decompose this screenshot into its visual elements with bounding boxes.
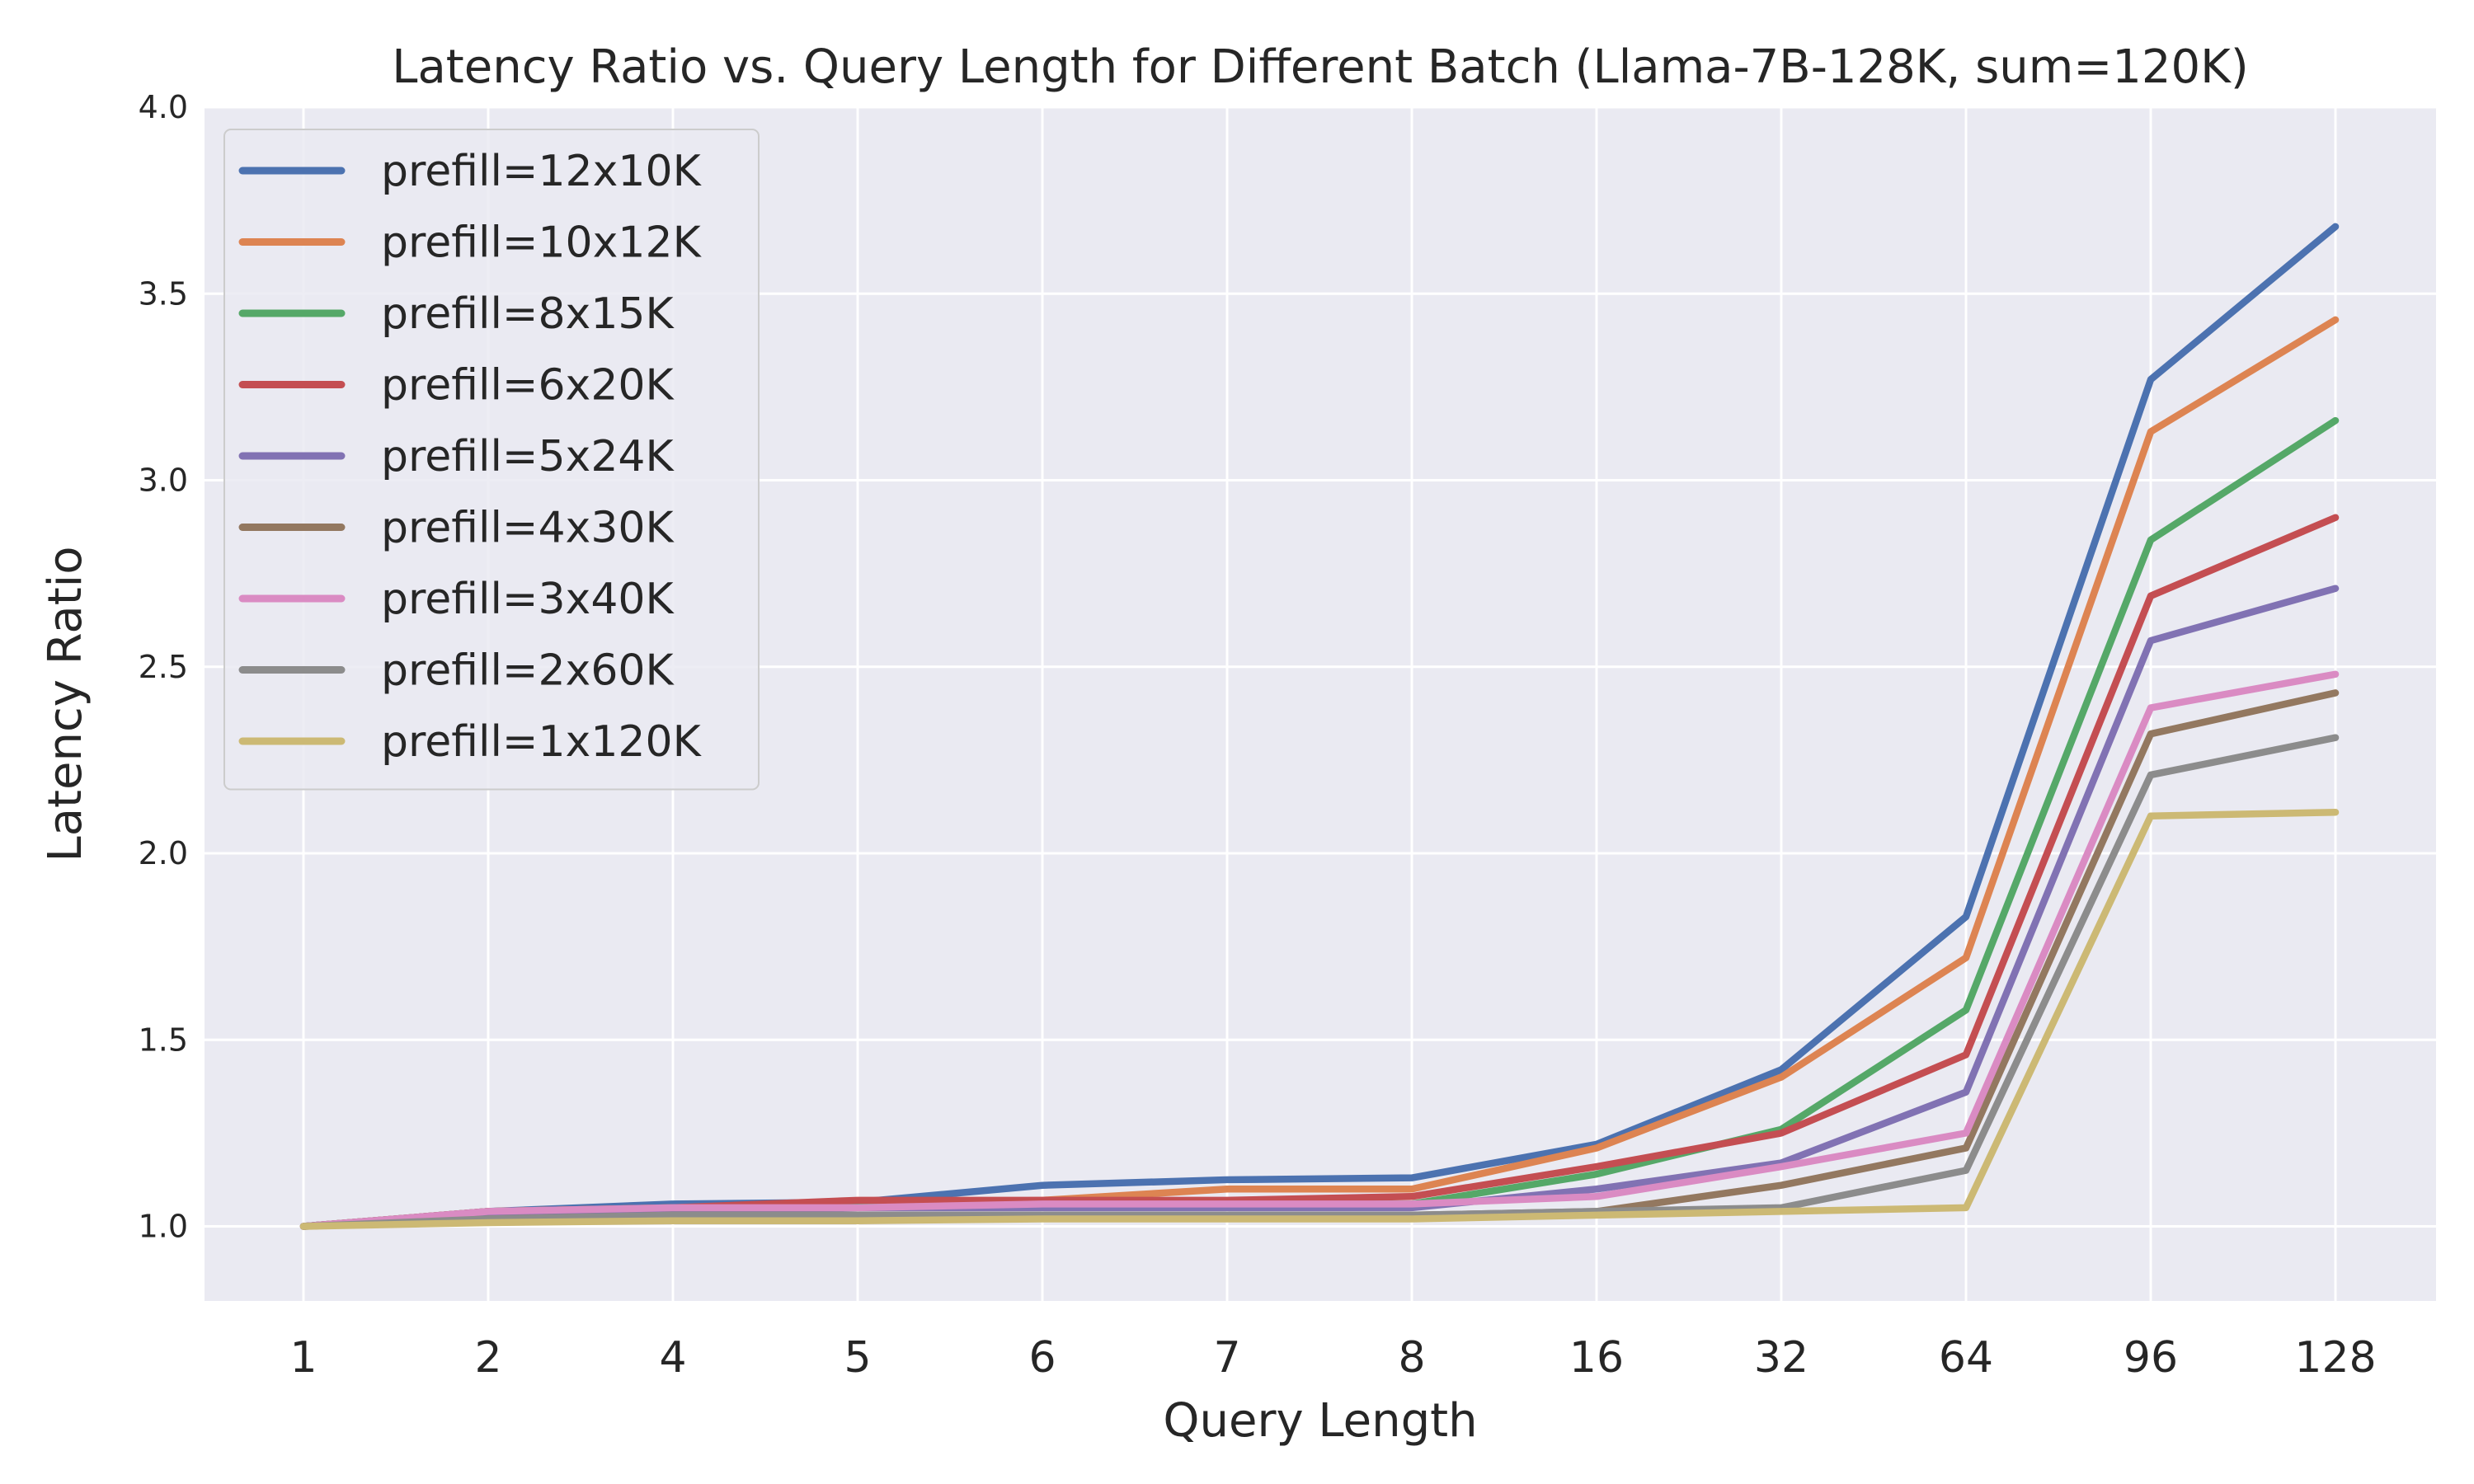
x-tick-label: 128 [2294,1333,2376,1383]
y-tick-label: 4.0 [139,89,188,125]
chart-title: Latency Ratio vs. Query Length for Diffe… [392,40,2248,94]
legend-entry-label: prefill=12x10K [381,147,703,196]
x-axis-label: Query Length [1163,1394,1477,1448]
y-tick-label: 1.0 [139,1209,188,1245]
legend-entry-label: prefill=8x15K [381,289,675,339]
x-tick-label: 64 [1939,1333,1993,1383]
x-tick-label: 7 [1213,1333,1240,1383]
legend: prefill=12x10K prefill=10x12K prefill=8x15… [223,129,760,791]
y-axis-label: Latency Ratio [39,547,92,862]
series-line-8 [299,734,2340,1230]
y-tick-label: 3.0 [139,463,188,499]
x-tick-label: 16 [1569,1333,1624,1383]
series-line-7 [299,670,2340,1230]
x-tick-label: 32 [1754,1333,1808,1383]
x-tick-label: 2 [474,1333,501,1383]
x-tick-label: 8 [1398,1333,1425,1383]
x-tick-label: 1 [289,1333,317,1383]
legend-entry-label: prefill=1x120K [381,717,703,767]
series-line-9 [299,808,2340,1230]
y-tick-label: 2.5 [139,649,188,685]
x-tick-label: 4 [659,1333,686,1383]
series-lines [299,223,2340,1230]
x-tick-label: 5 [844,1333,871,1383]
y-tick-label: 1.5 [139,1021,188,1058]
y-tick-label: 3.5 [139,275,188,312]
series-line-5 [299,585,2340,1230]
y-axis-ticks: 1.0 1.5 2.0 2.5 3.0 3.5 4.0 [139,89,188,1245]
legend-box [223,129,760,791]
x-tick-label: 6 [1028,1333,1056,1383]
legend-entry-label: prefill=2x60K [381,646,675,696]
legend-entry-label: prefill=10x12K [381,218,703,268]
x-tick-label: 96 [2124,1333,2178,1383]
legend-entry-label: prefill=4x30K [381,504,675,553]
legend-entry-label: prefill=5x24K [381,432,675,481]
legend-entry-label: prefill=3x40K [381,575,675,624]
y-tick-label: 2.0 [139,835,188,871]
legend-entry-label: prefill=6x20K [381,361,675,411]
x-axis-ticks: 1 2 4 5 6 7 8 16 32 64 96 128 [289,1333,2376,1383]
